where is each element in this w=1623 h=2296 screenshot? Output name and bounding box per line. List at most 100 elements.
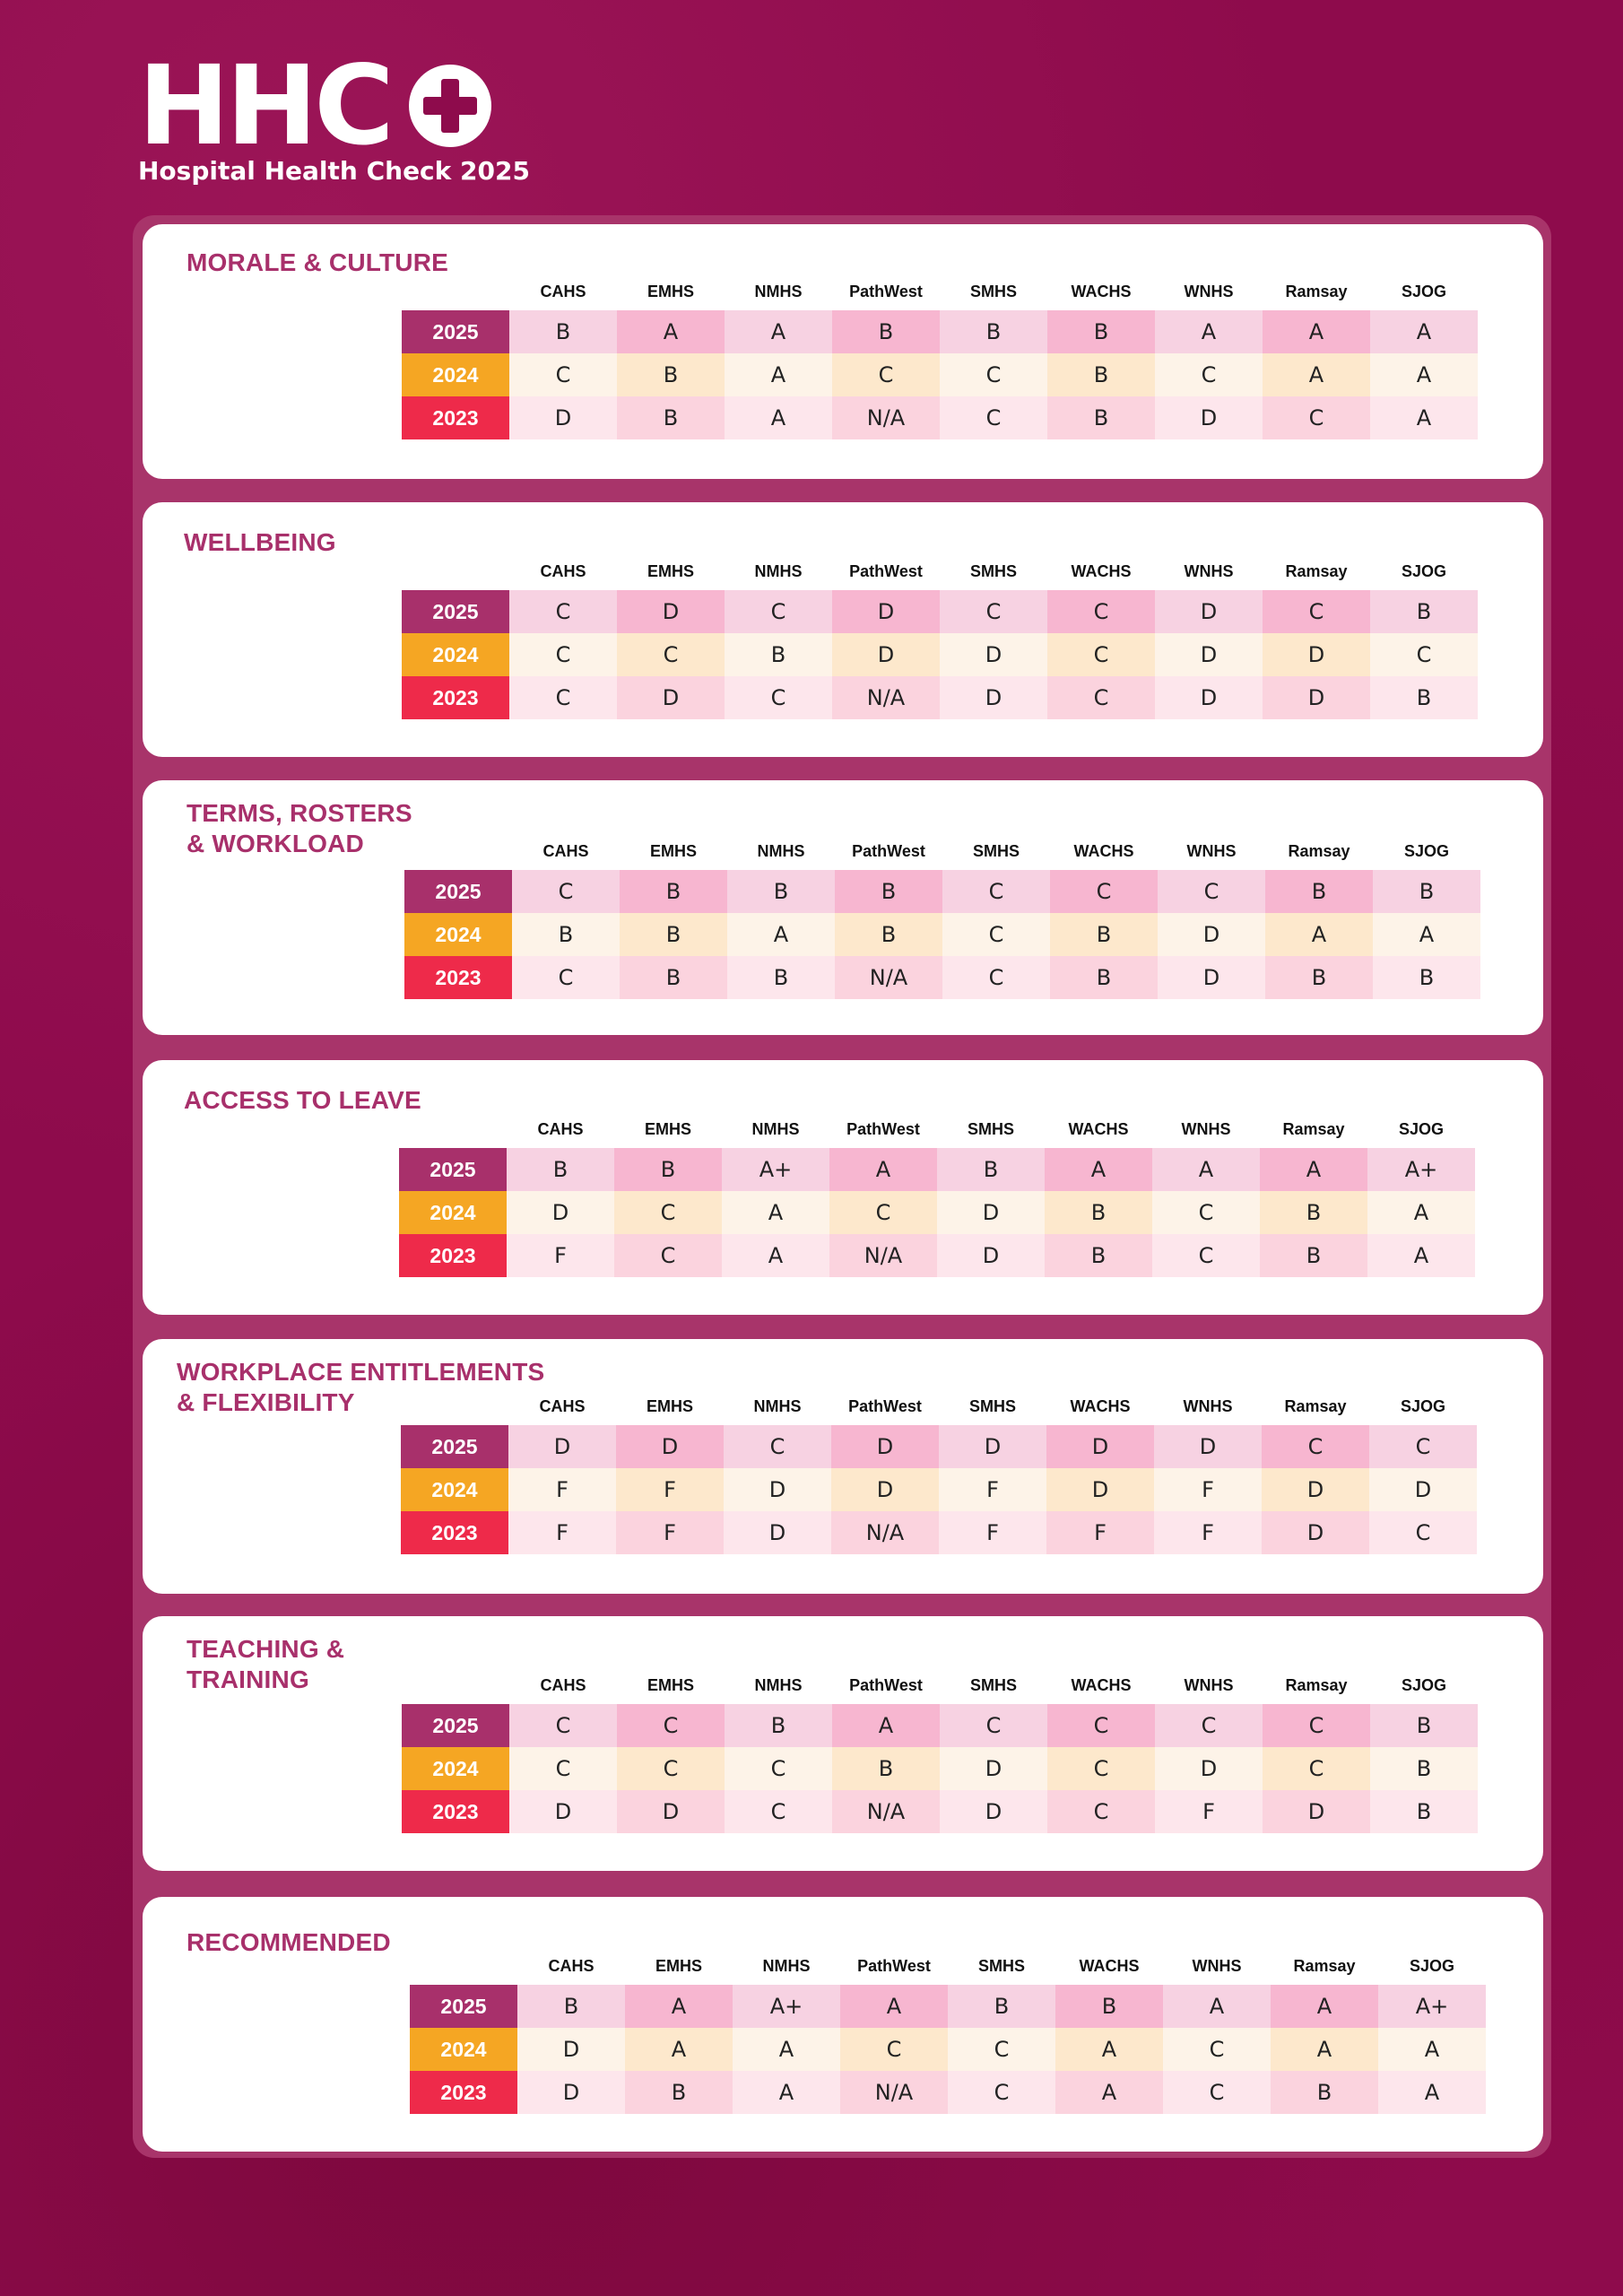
column-header: WNHS (1186, 842, 1237, 860)
column-header: EMHS (646, 1397, 693, 1415)
medical-cross-icon (408, 65, 491, 147)
grade-cell: C (725, 1790, 832, 1833)
grade-cell: B (517, 1985, 625, 2028)
grade-cell: A (733, 2028, 840, 2071)
column-header: NMHS (754, 283, 803, 300)
grade-cell: D (1158, 956, 1265, 999)
column-header: SJOG (1403, 842, 1450, 860)
grade-cell: C (832, 353, 940, 396)
grade-cell: A (1045, 1148, 1152, 1191)
grade-cell: A+ (1378, 1985, 1486, 2028)
column-header: CAHS (540, 562, 586, 580)
section-title: ACCESS TO LEAVE (184, 1086, 421, 1114)
column-header: CAHS (542, 842, 589, 860)
grade-cell: B (1370, 1704, 1478, 1747)
column-header: WACHS (1079, 1957, 1140, 1975)
column-header: SMHS (969, 562, 1017, 580)
grade-cell: A (1155, 310, 1263, 353)
grade-cell: A+ (733, 1985, 840, 2028)
grade-cell: A+ (1367, 1148, 1475, 1191)
table-corner (399, 1110, 507, 1148)
grade-cell: A (725, 353, 832, 396)
section-title: TERMS, ROSTERS & WORKLOAD (187, 799, 412, 857)
grade-cell: B (1047, 353, 1155, 396)
grade-cell: A (727, 913, 835, 956)
year-label: 2025 (401, 1425, 508, 1468)
table-corner (410, 1947, 517, 1985)
grade-cell: A (1367, 1191, 1475, 1234)
grade-cell: B (614, 1148, 722, 1191)
grade-cell: F (1154, 1511, 1262, 1554)
year-label: 2023 (410, 2071, 517, 2114)
column-header: WACHS (1071, 283, 1132, 300)
grade-cell: C (948, 2071, 1055, 2114)
column-header: WACHS (1071, 1676, 1132, 1694)
grade-cell: D (1155, 676, 1263, 719)
grade-cell: B (1370, 676, 1478, 719)
year-label: 2024 (401, 1468, 508, 1511)
grade-cell: C (509, 1704, 617, 1747)
grade-cell: F (939, 1468, 1046, 1511)
grade-cell: C (617, 633, 725, 676)
grade-cell: C (1152, 1191, 1260, 1234)
grade-cell: A (1152, 1148, 1260, 1191)
grade-cell: B (1370, 1790, 1478, 1833)
year-label: 2023 (404, 956, 512, 999)
column-header: WACHS (1070, 1397, 1131, 1415)
column-header: EMHS (647, 1676, 694, 1694)
column-header: SJOG (1401, 1676, 1447, 1694)
grade-cell: C (512, 956, 620, 999)
column-header: SMHS (968, 1397, 1016, 1415)
grade-cell: D (831, 1468, 939, 1511)
grade-cell: C (940, 396, 1047, 439)
grade-cell: B (1045, 1191, 1152, 1234)
grade-cell: A (1263, 310, 1370, 353)
table-corner (402, 273, 509, 310)
column-header: NMHS (754, 1676, 803, 1694)
grade-cell: D (1263, 633, 1370, 676)
column-header: EMHS (647, 283, 694, 300)
column-header: WNHS (1184, 283, 1234, 300)
grade-cell: C (1047, 1790, 1155, 1833)
section-card: RECOMMENDED CAHS EMHS NMHS PathWest SMHS WACHS… (143, 1897, 1543, 2152)
column-header: CAHS (540, 1676, 586, 1694)
grade-cell: D (940, 676, 1047, 719)
grade-cell: B (1370, 590, 1478, 633)
section-card: ACCESS TO LEAVE CAHS EMHS NMHS PathWest SMHS W… (143, 1060, 1543, 1315)
grade-cell: B (1373, 956, 1480, 999)
grade-cell: C (617, 1747, 725, 1790)
grade-cell: D (1369, 1468, 1477, 1511)
column-header: NMHS (754, 562, 803, 580)
column-header: WNHS (1184, 562, 1234, 580)
grade-cell: A (733, 2071, 840, 2114)
grade-cell: D (832, 590, 940, 633)
column-header: SJOG (1398, 1120, 1445, 1138)
grade-cell: C (1158, 870, 1265, 913)
grade-cell: B (617, 396, 725, 439)
grade-cell: C (1050, 870, 1158, 913)
grade-cell: B (835, 913, 942, 956)
logo-wordmark: HHC (138, 42, 395, 170)
grade-cell: C (1047, 1704, 1155, 1747)
grade-cell: A (1370, 353, 1478, 396)
column-header: SJOG (1400, 1397, 1446, 1415)
grade-cell: F (508, 1511, 616, 1554)
grade-cell: D (1154, 1425, 1262, 1468)
column-header: EMHS (644, 1120, 691, 1138)
grade-cell: C (942, 913, 1050, 956)
grade-cell: D (1046, 1468, 1154, 1511)
table-corner (402, 1666, 509, 1704)
year-label: 2024 (410, 2028, 517, 2071)
column-header: WNHS (1192, 1957, 1242, 1975)
year-label: 2024 (404, 913, 512, 956)
year-label: 2025 (410, 1985, 517, 2028)
year-label: 2025 (402, 590, 509, 633)
column-header: PathWest (849, 562, 923, 580)
grade-table: CAHS EMHS NMHS PathWest SMHS WACHS WNHS Ramsay S… (402, 1666, 1478, 1833)
column-header: WACHS (1068, 1120, 1129, 1138)
grade-cell: C (1263, 1747, 1370, 1790)
column-header: SMHS (972, 842, 1020, 860)
grade-cell: D (616, 1425, 724, 1468)
section-title: RECOMMENDED (187, 1928, 391, 1956)
column-header: NMHS (757, 842, 805, 860)
